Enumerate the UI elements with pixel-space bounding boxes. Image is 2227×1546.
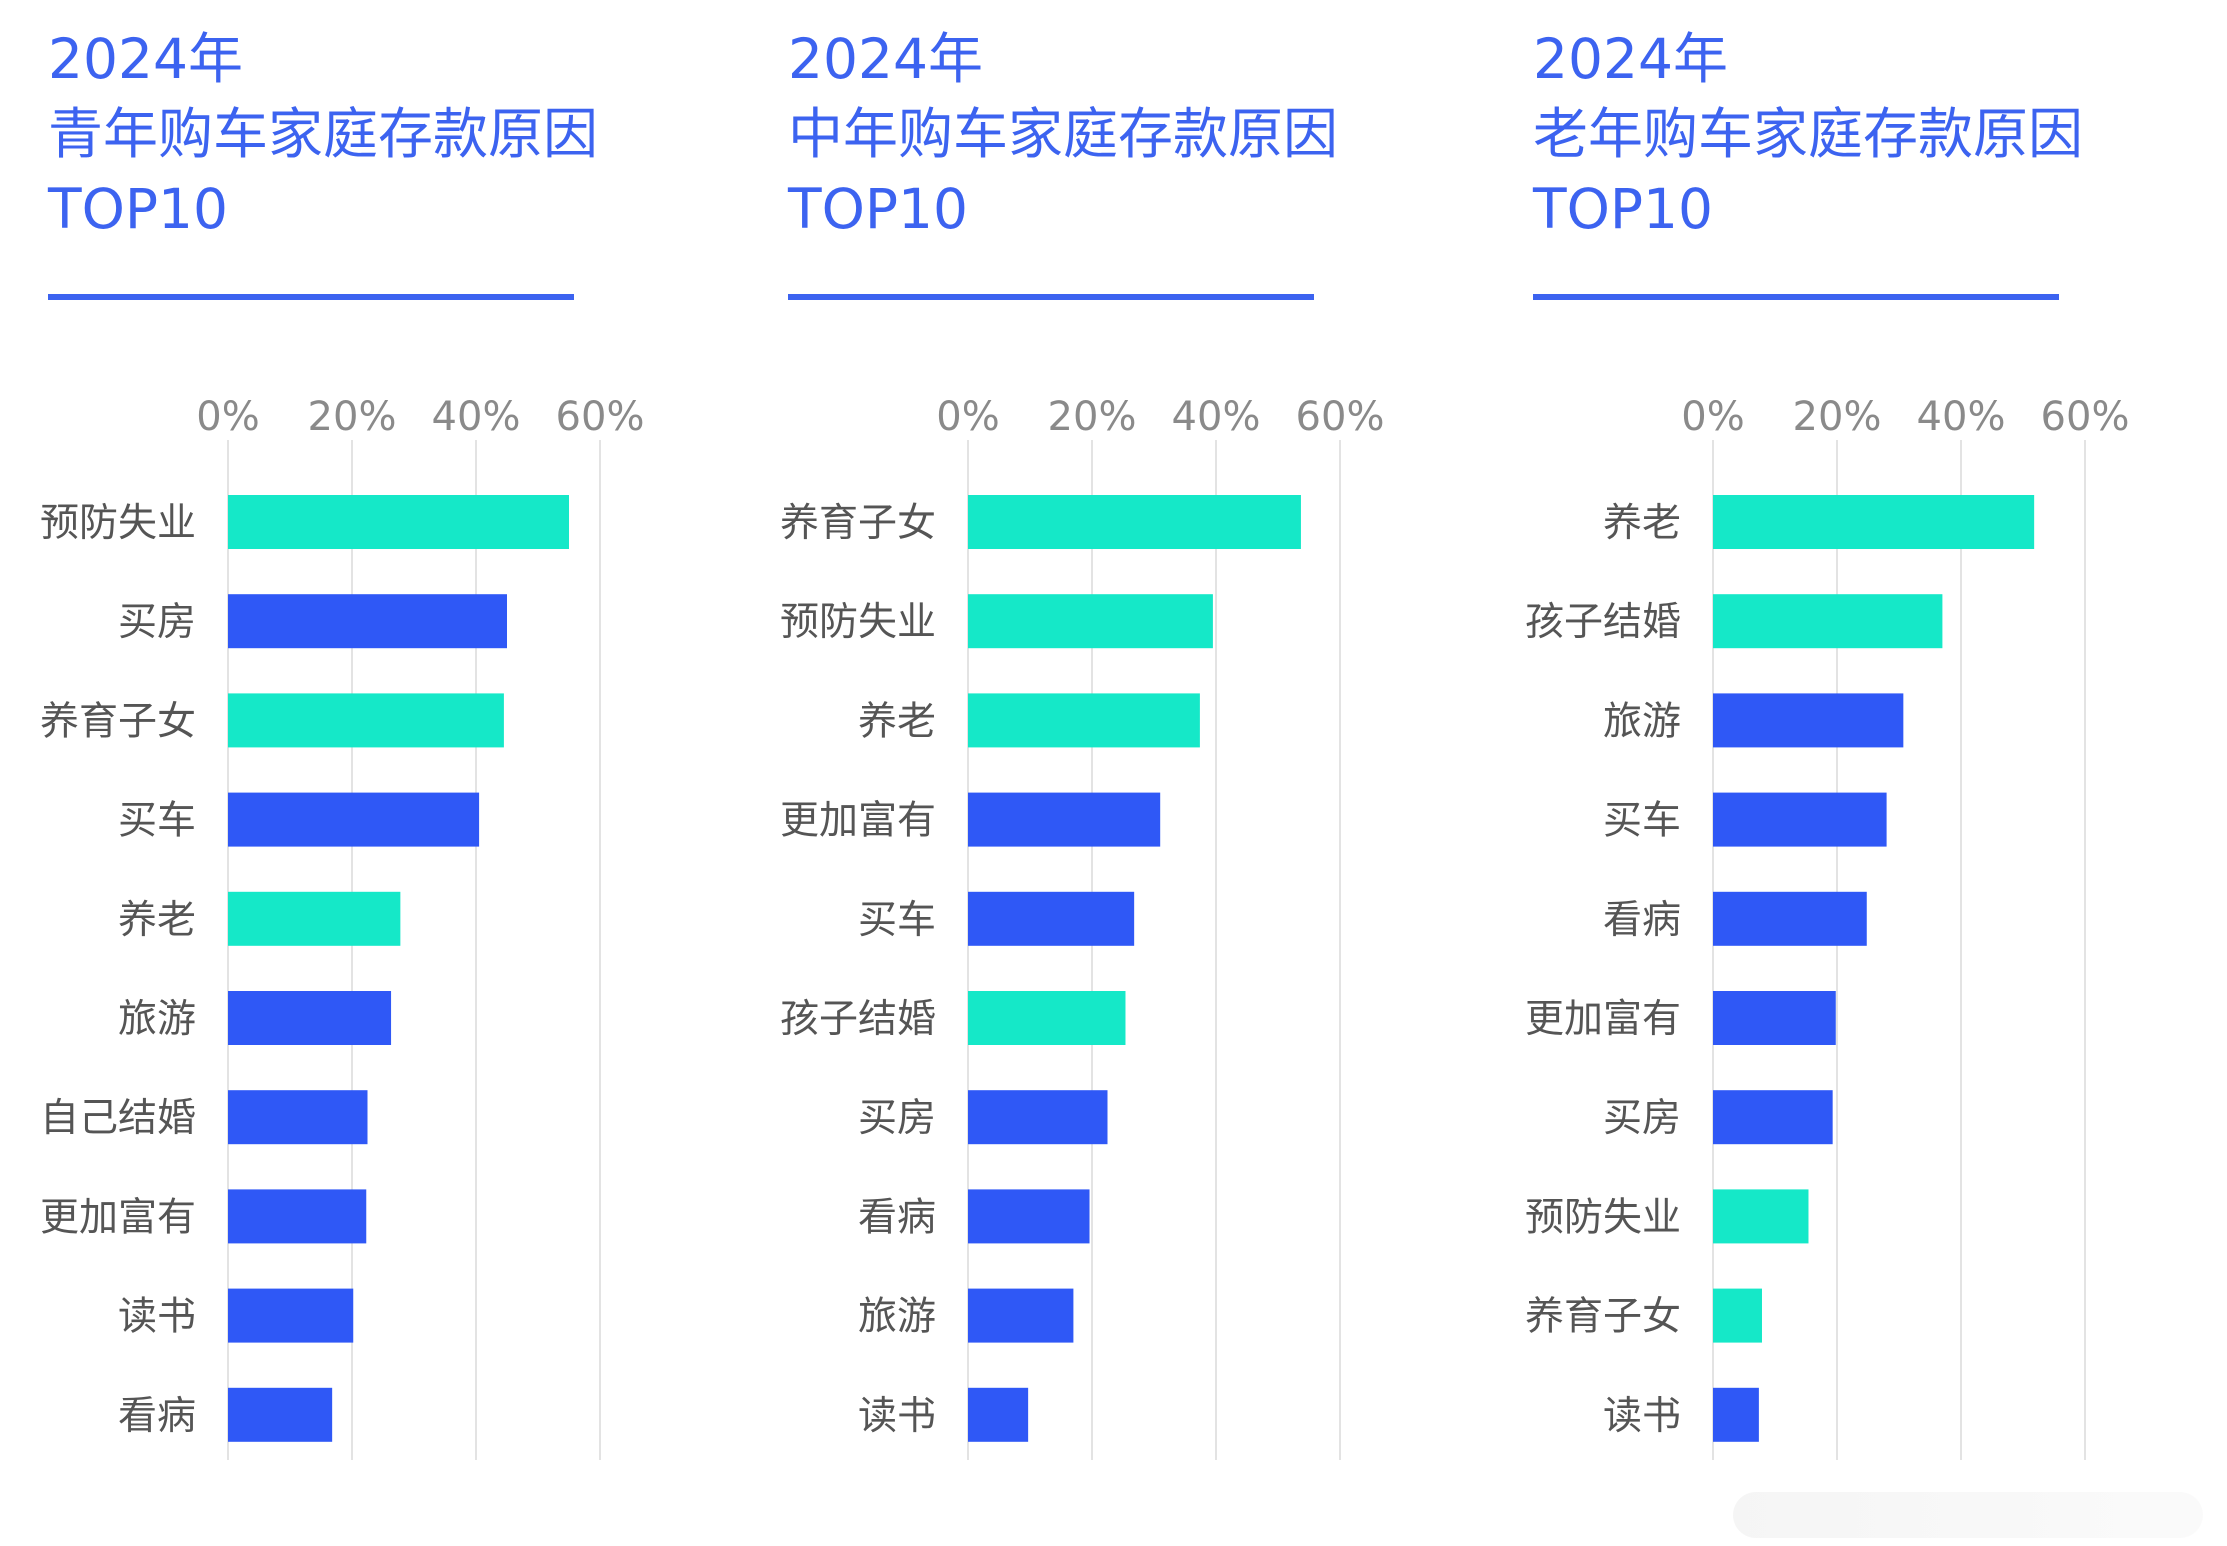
category-label: 更加富有: [780, 799, 936, 844]
category-label: 买房: [858, 1096, 936, 1141]
bar: [228, 1387, 333, 1442]
title-underline: [48, 294, 574, 300]
title-underline: [1533, 294, 2059, 300]
category-label: 孩子结婚: [780, 997, 936, 1042]
category-label: 养育子女: [40, 699, 196, 744]
category-label: 旅游: [858, 1295, 936, 1340]
bar: [1713, 495, 2035, 549]
watermark: [1733, 1492, 2203, 1538]
chart-title-main: 青年购车家庭存款原因: [48, 102, 599, 166]
category-label: 养育子女: [780, 501, 936, 546]
category-label: 养老: [858, 699, 936, 744]
category-label: 养老: [118, 898, 196, 943]
x-tick-label: 40%: [432, 394, 521, 440]
chart-panel-youth: 2024年 青年购车家庭存款原因 TOP10 0% 20% 40% 60% 预防失业买房…: [0, 0, 740, 1546]
category-label: 买车: [1603, 799, 1681, 844]
bar: [1713, 1189, 1809, 1244]
bar: [228, 1090, 368, 1145]
category-label: 养老: [1603, 501, 1681, 546]
bar: [968, 1189, 1090, 1244]
bar: [228, 594, 507, 649]
chart-title-rank: TOP10: [788, 177, 969, 241]
chart-title-year: 2024年: [1533, 27, 1728, 91]
bar: [228, 495, 569, 549]
category-label: 看病: [858, 1195, 936, 1240]
x-tick-label: 0%: [196, 394, 259, 440]
x-tick-label: 20%: [1048, 394, 1137, 440]
bar: [1713, 594, 1943, 649]
x-tick-label: 20%: [1793, 394, 1882, 440]
x-tick-label: 0%: [936, 394, 999, 440]
category-label: 预防失业: [1525, 1195, 1681, 1240]
bar: [968, 693, 1200, 748]
category-label: 买车: [118, 799, 196, 844]
bar: [228, 1189, 367, 1244]
bar: [1713, 891, 1867, 946]
x-tick-label: 60%: [556, 394, 645, 440]
category-label: 读书: [118, 1295, 196, 1340]
bar: [228, 991, 392, 1045]
bar: [1713, 1387, 1759, 1442]
category-label: 更加富有: [40, 1195, 196, 1240]
bar: [1713, 1090, 1833, 1145]
category-label: 预防失业: [40, 501, 196, 546]
chart-title-year: 2024年: [788, 27, 983, 91]
x-tick-label: 0%: [1681, 394, 1744, 440]
bar: [1713, 693, 1904, 748]
x-tick-label: 60%: [2041, 394, 2130, 440]
bar: [228, 1288, 354, 1343]
bar: [968, 1387, 1029, 1442]
chart-panel-middle-age: 2024年 中年购车家庭存款原因 TOP10 0% 20% 40% 60% 养育子女预防…: [740, 0, 1480, 1546]
bar: [968, 891, 1135, 946]
category-label: 读书: [858, 1394, 936, 1439]
bar: [228, 891, 401, 946]
x-tick-label: 20%: [308, 394, 397, 440]
category-label: 买房: [118, 600, 196, 645]
chart-title-main: 老年购车家庭存款原因: [1533, 102, 2084, 166]
chart-title-rank: TOP10: [48, 177, 229, 241]
category-label: 预防失业: [780, 600, 936, 645]
category-label: 买车: [858, 898, 936, 943]
x-tick-label: 40%: [1172, 394, 1261, 440]
category-label: 自己结婚: [40, 1096, 196, 1141]
category-label: 看病: [1603, 898, 1681, 943]
bar: [1713, 1288, 1762, 1343]
chart-title-main: 中年购车家庭存款原因: [788, 102, 1339, 166]
category-label: 养育子女: [1525, 1295, 1681, 1340]
x-tick-label: 40%: [1917, 394, 2006, 440]
category-label: 更加富有: [1525, 997, 1681, 1042]
chart-panel-senior: 2024年 老年购车家庭存款原因 TOP10 0% 20% 40% 60% 养老孩子结婚…: [1485, 0, 2225, 1546]
bar: [968, 495, 1301, 549]
x-tick-label: 60%: [1296, 394, 1385, 440]
bar: [968, 594, 1213, 649]
bar: [228, 792, 480, 847]
bar: [968, 1288, 1074, 1343]
bar: [968, 991, 1126, 1045]
bar: [1713, 991, 1836, 1045]
bar: [1713, 792, 1887, 847]
bar: [228, 693, 504, 748]
category-label: 旅游: [118, 997, 196, 1042]
bar: [968, 1090, 1108, 1145]
chart-title-year: 2024年: [48, 27, 243, 91]
chart-title: 2024年 中年购车家庭存款原因 TOP10: [788, 22, 1338, 247]
bar: [968, 792, 1161, 847]
chart-title: 2024年 青年购车家庭存款原因 TOP10: [48, 22, 598, 247]
chart-title: 2024年 老年购车家庭存款原因 TOP10: [1533, 22, 2083, 247]
category-label: 读书: [1603, 1394, 1681, 1439]
title-underline: [788, 294, 1314, 300]
category-label: 买房: [1603, 1096, 1681, 1141]
category-label: 看病: [118, 1394, 196, 1439]
category-label: 孩子结婚: [1525, 600, 1681, 645]
category-label: 旅游: [1603, 699, 1681, 744]
chart-title-rank: TOP10: [1533, 177, 1714, 241]
